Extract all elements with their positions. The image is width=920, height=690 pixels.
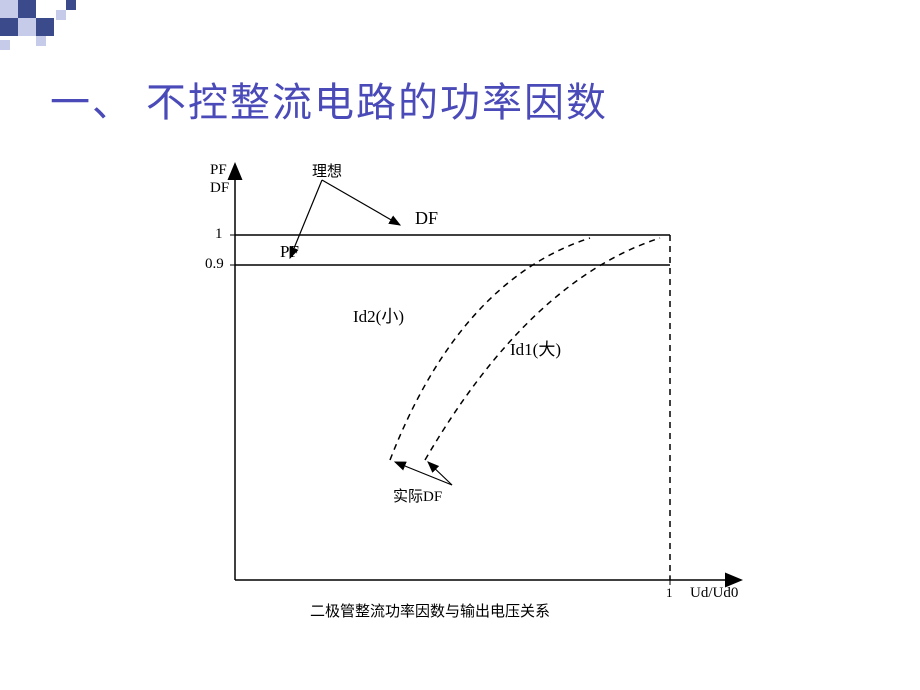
chart-area: PF DF 1 0.9 1 Ud/Ud0 理想 DF PF Id2(小) Id1…	[160, 150, 780, 670]
id2-label: Id2(小)	[353, 302, 404, 327]
chart-svg	[160, 150, 780, 670]
y-axis-label-df: DF	[210, 180, 229, 197]
chart-caption: 二极管整流功率因数与输出电压关系	[310, 600, 550, 621]
df-label: DF	[415, 208, 438, 229]
y-tick-1: 1	[215, 226, 223, 243]
pf-label: PF	[280, 242, 299, 262]
id1-label: Id1(大)	[510, 335, 561, 360]
x-axis-label: Ud/Ud0	[690, 585, 738, 602]
arrow-actual-to-id2	[395, 462, 452, 485]
x-tick-1: 1	[666, 585, 673, 601]
y-axis-label-pf: PF	[210, 162, 227, 179]
y-tick-09: 0.9	[205, 256, 224, 273]
page-title: 一、 不控整流电路的功率因数	[50, 70, 608, 128]
actual-df-label: 实际DF	[393, 485, 442, 506]
ideal-label: 理想	[312, 160, 342, 181]
arrow-ideal-to-df	[322, 180, 400, 225]
arrow-actual-to-id1	[428, 462, 452, 485]
corner-decoration	[0, 0, 120, 60]
